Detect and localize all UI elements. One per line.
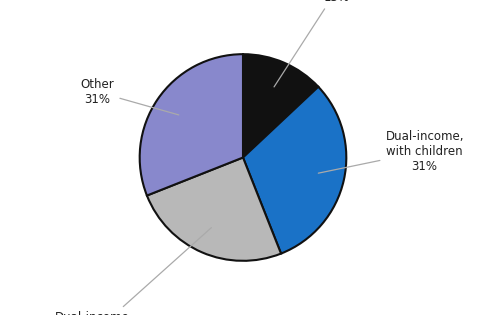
Text: Other
31%: Other 31% xyxy=(81,78,179,115)
Wedge shape xyxy=(243,87,347,254)
Text: Dual-income,
with children
31%: Dual-income, with children 31% xyxy=(318,130,464,173)
Wedge shape xyxy=(147,158,281,261)
Wedge shape xyxy=(243,54,318,158)
Text: Dual-income,
no children
25%: Dual-income, no children 25% xyxy=(55,228,211,315)
Text: Traditional
13%: Traditional 13% xyxy=(274,0,368,87)
Wedge shape xyxy=(139,54,243,196)
